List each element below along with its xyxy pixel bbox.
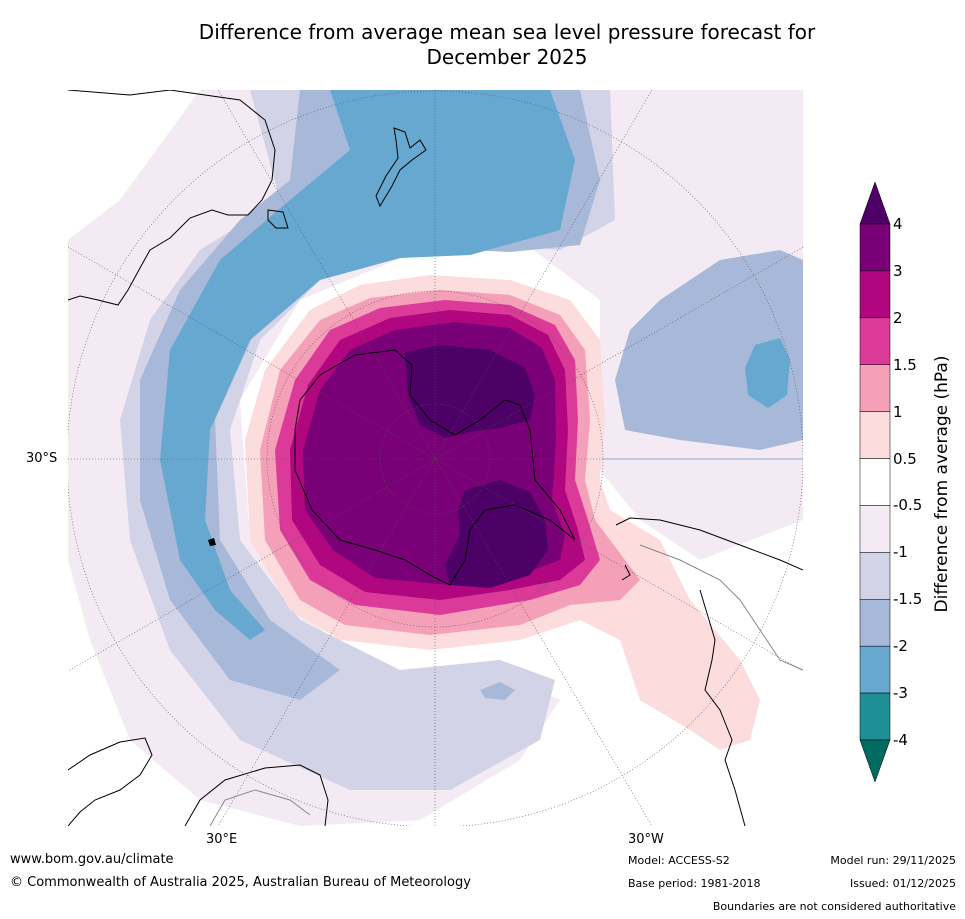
colorbar-tick-label: 0.5 [893,449,917,468]
graticule-line-60w [68,246,803,672]
colorbar-tick-label: 1.5 [893,355,917,374]
colorbar-tick-label: 3 [893,261,903,280]
colorbar-tick-label: -1 [893,543,908,562]
anomaly-neg-2-belt [160,90,575,640]
colorbar-tick-label: 2 [893,308,903,327]
footer-website[interactable]: www.bom.gov.au/climate [10,852,174,867]
chart-title-line2: December 2025 [426,45,588,69]
colorbar-tick-label: -4 [893,731,908,749]
lon-label-30w: 30°W [628,832,664,847]
footer-issued: Issued: 01/12/2025 [849,877,956,890]
colorbar [859,181,891,783]
colorbar-tick-label: -2 [893,637,908,656]
graticule-circle-60s [379,403,491,515]
footer-model: Model: ACCESS-S2 [628,854,730,867]
chart-title-line1: Difference from average mean sea level p… [198,20,816,44]
australia-coastline [68,90,276,306]
footer-copyright: © Commonwealth of Australia 2025, Austra… [10,875,471,890]
new-zealand-coastline [375,127,427,208]
south-america-coastline [615,517,803,826]
footer-model-run: Model run: 29/11/2025 [830,854,956,867]
colorbar-bin [859,458,891,506]
lon-label-30e: 30°E [206,832,238,847]
anomaly-pos-4-north [405,345,535,438]
colorbar-title: Difference from average (hPa) [932,355,952,613]
colorbar-bin [859,364,891,412]
colorbar-bin [859,645,891,694]
colorbar-bin [859,552,891,600]
map-area [68,90,803,826]
colorbar-bin [859,317,891,365]
graticule-line-60e [68,246,803,672]
colorbar-bin [859,599,891,647]
colorbar-extend-bottom [859,739,891,783]
anomaly-pos-4-south [445,480,548,588]
footer-base-period: Base period: 1981-2018 [628,877,761,890]
anomaly-neg-2-east [745,338,790,408]
footer-disclaimer: Boundaries are not considered authoritat… [712,900,956,913]
africa-coastline [68,737,329,826]
south-america-border [639,544,803,671]
tasmania-coastline [267,209,289,229]
colorbar-bin [859,270,891,319]
colorbar-bin [859,223,891,272]
lat-label-30s: 30°S [26,451,58,466]
kerguelen-island [208,538,216,546]
colorbar-tick-label: -3 [893,684,908,703]
colorbar-tick-label: -0.5 [893,496,923,515]
colorbar-bin [859,411,891,459]
colorbar-tick-label: 1 [893,402,903,421]
madagascar-border [209,789,311,826]
colorbar-bin [859,505,891,553]
colorbar-tick-label: 4 [893,215,903,233]
colorbar-tick-label: -1.5 [893,590,923,609]
colorbar-extend-top [859,181,891,225]
antarctica-coastline [294,349,576,586]
chart-title: Difference from average mean sea level p… [0,20,965,70]
anomaly-neg-1.5-south [480,682,515,700]
colorbar-bin [859,692,891,741]
